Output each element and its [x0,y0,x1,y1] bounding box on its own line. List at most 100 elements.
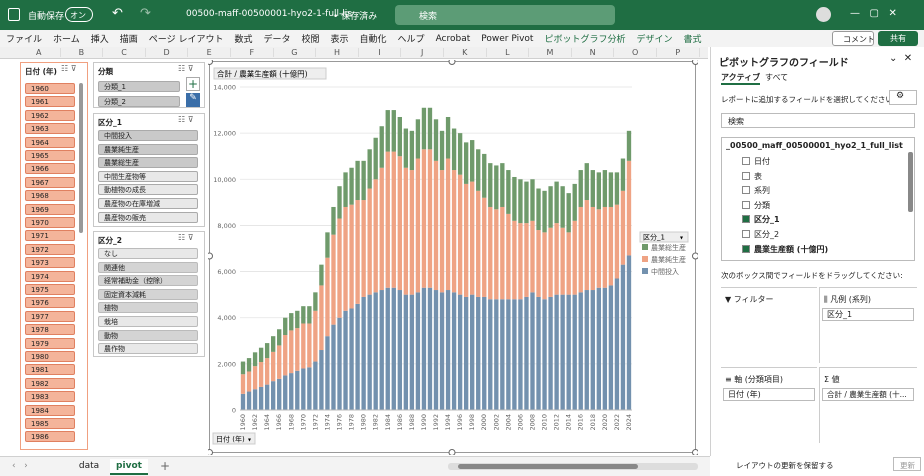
bar-segment[interactable] [264,343,270,359]
ribbon-tab[interactable]: Power Pivot [481,33,534,44]
legend-field[interactable]: 区分_1 [822,308,914,321]
bar-segment[interactable] [548,227,553,297]
bar-segment[interactable] [602,287,608,410]
bar-segment[interactable] [403,294,409,410]
bar-segment[interactable] [620,264,626,410]
slicer-item[interactable]: 分類_2 [98,95,180,107]
bar-segment[interactable] [439,170,445,293]
slicer-item[interactable]: 1967 [25,176,75,188]
bar-segment[interactable] [542,190,547,233]
bar-segment[interactable] [602,206,608,288]
slicer-item[interactable]: 経常補助金（控除） [98,275,198,287]
ribbon-tab[interactable]: デザイン [636,35,673,45]
bar-segment[interactable] [379,290,384,410]
bar-segment[interactable] [277,378,282,410]
bar-segment[interactable] [283,335,288,376]
slicer-item[interactable]: 農作物 [98,343,198,355]
bar-segment[interactable] [277,345,282,379]
slicer-item[interactable]: 1964 [25,136,75,148]
bar-segment[interactable] [409,294,415,410]
bar-segment[interactable] [518,299,523,410]
bar-segment[interactable] [337,186,342,219]
slicer-item[interactable]: 1978 [25,324,75,336]
bar-segment[interactable] [524,181,529,224]
tab-nav[interactable]: ‹ › [12,461,28,471]
column-header[interactable]: A [18,48,61,57]
slicer-item[interactable]: 1985 [25,418,75,429]
bar-segment[interactable] [361,160,366,201]
bar-segment[interactable] [415,158,421,293]
ribbon-tab[interactable]: 数式 [234,35,253,45]
slicer-icons[interactable]: ☷ ⊽ [178,233,194,242]
sheet-tab[interactable]: data [78,461,100,471]
bar-segment[interactable] [536,230,541,297]
column-header[interactable]: L [487,48,530,57]
bar-segment[interactable] [542,299,547,410]
bar-segment[interactable] [313,292,318,311]
bar-segment[interactable] [470,181,475,295]
legend-dropdown[interactable]: ▾ [680,235,683,242]
bar-segment[interactable] [373,137,378,180]
slicer-item[interactable]: 1974 [25,270,75,282]
bar-segment[interactable] [391,287,396,410]
settings-button[interactable]: ⚙ [889,90,917,105]
bar-segment[interactable] [578,292,583,410]
bar-segment[interactable] [536,296,541,410]
bar-segment[interactable] [500,163,505,207]
bar-segment[interactable] [415,292,421,410]
slicer-item[interactable]: 1971 [25,230,75,242]
bar-segment[interactable] [283,317,288,336]
slicer-item[interactable]: 1970 [25,217,75,228]
bar-segment[interactable] [385,110,390,152]
bar-segment[interactable] [319,285,324,351]
bar-segment[interactable] [331,324,336,410]
bar-segment[interactable] [463,296,469,410]
bar-segment[interactable] [578,170,583,207]
bar-segment[interactable] [325,232,330,258]
slicer-item[interactable]: 1973 [25,257,75,269]
field-name[interactable]: 区分_2 [754,230,780,239]
column-header[interactable]: M [529,48,572,57]
bar-segment[interactable] [488,206,493,300]
slicer-item[interactable]: 分類_1 [98,81,180,92]
slicer-item[interactable]: 1975 [25,284,75,295]
bar-segment[interactable] [584,200,589,291]
bar-segment[interactable] [463,142,469,184]
bar-segment[interactable] [548,186,553,228]
column-header[interactable]: I [359,48,402,57]
resize-handle[interactable] [692,449,699,456]
bar-segment[interactable] [379,167,384,291]
bar-segment[interactable] [518,223,523,300]
bar-segment[interactable] [277,329,282,346]
file-name[interactable]: 00500-maff-00500001-hyo2-1-full-lis··· [186,9,361,19]
slicer-item[interactable]: 1961 [25,96,75,108]
slicer-item[interactable]: 1986 [25,431,75,443]
ribbon-tab[interactable]: ピボットグラフ分析 [544,35,626,45]
bar-segment[interactable] [331,206,336,235]
slicer-item[interactable]: 中間投入 [98,130,198,141]
bar-segment[interactable] [258,347,264,363]
bar-segment[interactable] [397,290,402,410]
axis-dropdown[interactable]: ▾ [248,437,251,444]
slicer-item[interactable]: なし [98,248,198,259]
slicer-item[interactable]: 1979 [25,337,75,349]
bar-segment[interactable] [554,181,559,224]
bar-segment[interactable] [476,190,481,297]
field-name[interactable]: 日付 [754,157,770,166]
bar-segment[interactable] [403,167,409,295]
bar-segment[interactable] [476,296,481,410]
bar-segment[interactable] [264,384,270,410]
add-sheet[interactable]: + [160,459,171,473]
h-scroll-thumb[interactable] [458,464,638,469]
bar-segment[interactable] [337,317,342,410]
slicer-icons[interactable]: ☷ ⊽ [61,64,77,73]
bar-segment[interactable] [301,323,306,369]
bar-segment[interactable] [289,313,294,331]
bar-segment[interactable] [367,149,372,189]
bar-segment[interactable] [240,361,246,375]
bar-segment[interactable] [566,232,571,295]
resize-handle[interactable] [448,60,456,65]
slicer-item[interactable]: 1983 [25,391,75,403]
comment-button[interactable]: コメント [832,31,874,46]
bar-segment[interactable] [530,220,535,293]
